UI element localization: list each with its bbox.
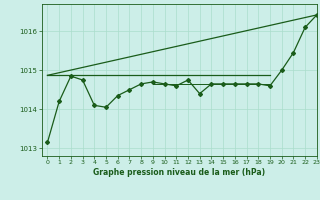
X-axis label: Graphe pression niveau de la mer (hPa): Graphe pression niveau de la mer (hPa) bbox=[93, 168, 265, 177]
